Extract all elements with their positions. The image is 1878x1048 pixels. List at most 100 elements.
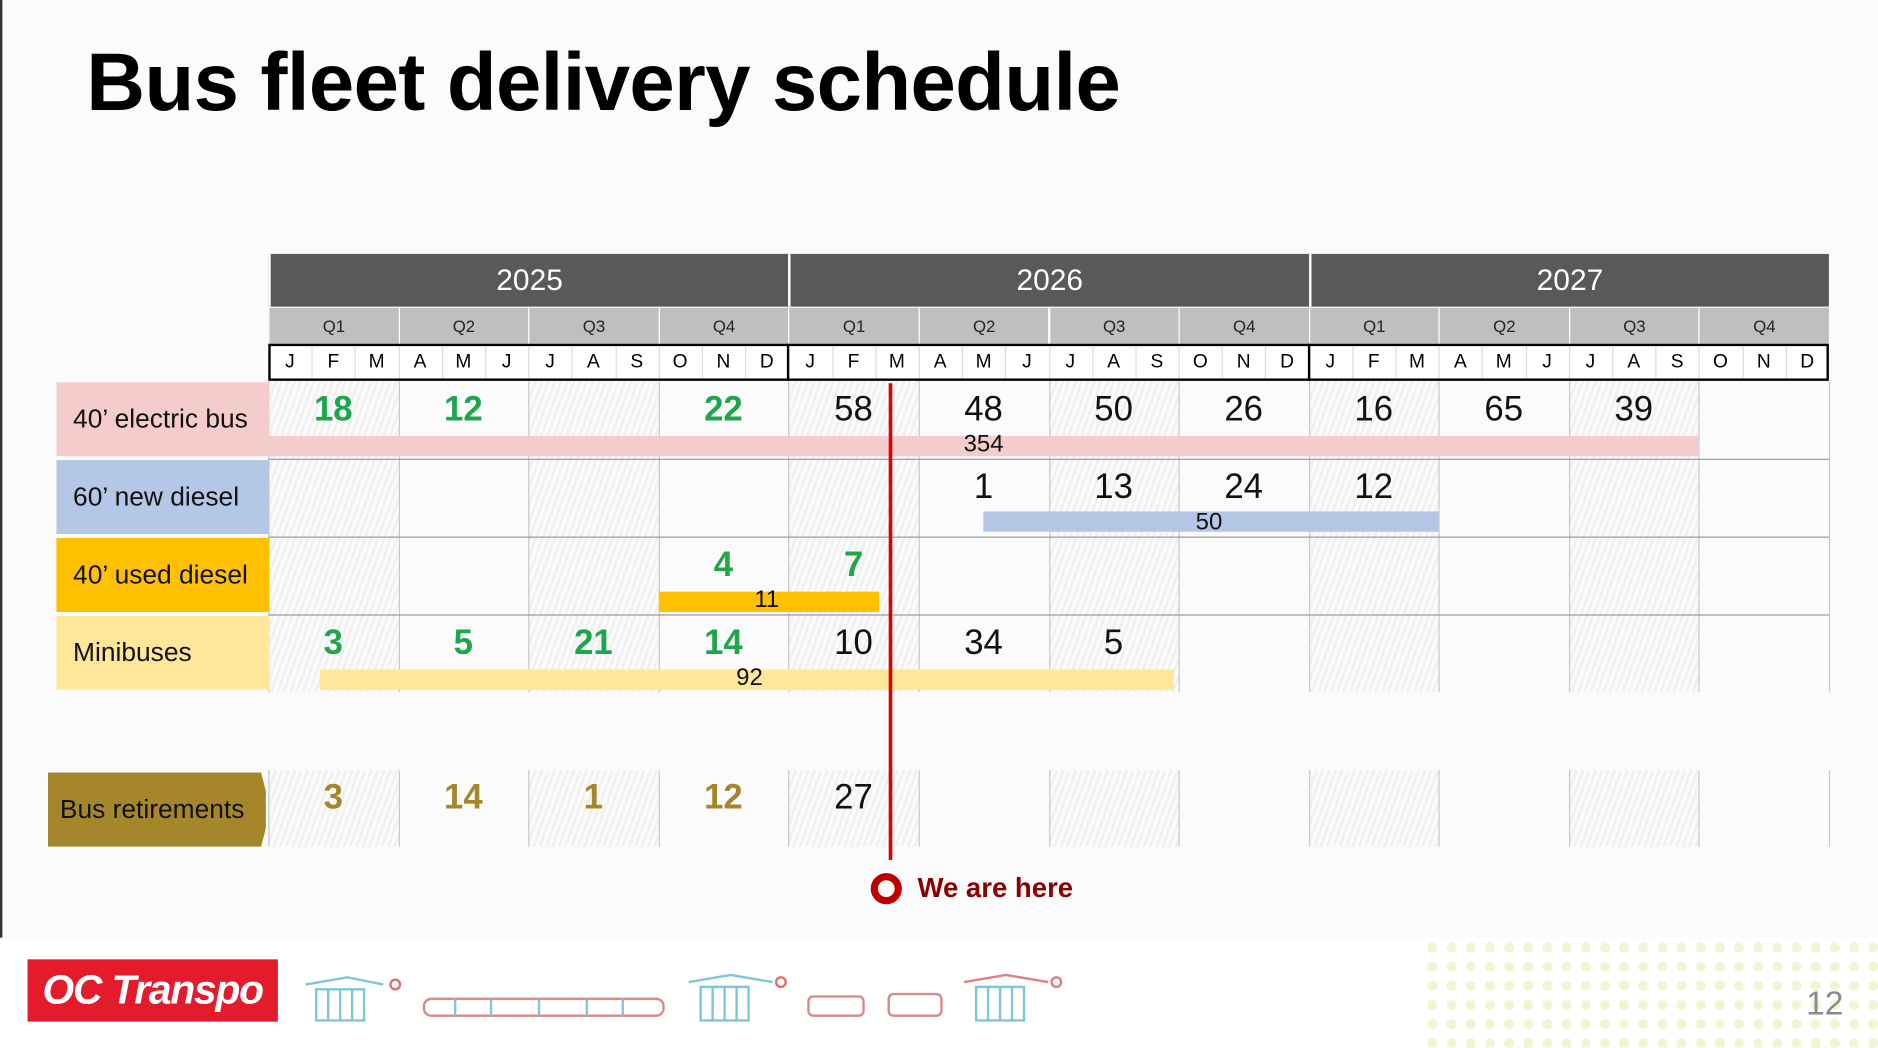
- month-divider: [1785, 346, 1787, 379]
- month-header: N: [1236, 351, 1251, 372]
- delivery-count: 14: [704, 624, 743, 663]
- quarter-header: Q3: [528, 307, 659, 344]
- month-divider: [1525, 346, 1527, 379]
- delivery-count: 27: [834, 778, 873, 817]
- delivery-count: 26: [1224, 390, 1263, 429]
- delivery-count: 48: [964, 390, 1003, 429]
- grid-line: [1828, 770, 1831, 847]
- delivery-count: 14: [444, 778, 483, 817]
- month-divider: [701, 346, 703, 379]
- year-header: 2026: [788, 253, 1309, 307]
- month-divider: [1698, 346, 1701, 379]
- month-header: J: [545, 351, 555, 372]
- month-header: F: [847, 351, 860, 372]
- month-header: D: [1280, 351, 1294, 372]
- month-header: A: [413, 351, 427, 372]
- hatched-quarter: [1048, 770, 1179, 847]
- month-divider: [398, 346, 400, 379]
- month-divider: [745, 346, 747, 379]
- month-header: M: [1409, 351, 1426, 372]
- month-header: A: [933, 351, 947, 372]
- delivery-count: 34: [964, 624, 1003, 663]
- month-header: J: [805, 351, 815, 372]
- row-divider: [268, 614, 1829, 616]
- month-header: F: [1367, 351, 1380, 372]
- month-divider: [658, 346, 660, 379]
- month-divider: [1135, 346, 1137, 379]
- month-divider: [1395, 346, 1397, 379]
- total-label: 92: [736, 664, 763, 692]
- delivery-count: 3: [323, 624, 343, 663]
- month-divider: [1048, 346, 1050, 379]
- year-header: 2025: [268, 253, 789, 307]
- quarter-header: Q1: [788, 307, 919, 344]
- total-bar: [983, 511, 1439, 532]
- transit-icons: [305, 973, 1063, 1022]
- delivery-count: 18: [313, 390, 353, 429]
- hatched-quarter: [268, 770, 399, 847]
- left-border: [0, 0, 3, 938]
- month-divider: [961, 346, 964, 379]
- grid-line: [398, 770, 400, 847]
- total-label: 11: [754, 586, 780, 614]
- month-header: M: [975, 351, 992, 372]
- year-header: 2027: [1308, 253, 1829, 307]
- month-divider: [528, 346, 530, 379]
- oc-transpo-logo: OC Transpo: [27, 959, 278, 1022]
- month-divider: [1612, 346, 1614, 379]
- grid-line: [528, 770, 530, 847]
- delivery-count: 3: [323, 778, 343, 817]
- month-header: M: [455, 351, 472, 372]
- grid-line: [1438, 770, 1440, 847]
- delivery-count: 5: [453, 624, 474, 663]
- total-label: 354: [963, 431, 1004, 458]
- delivery-count: 65: [1484, 390, 1524, 429]
- row-label: Minibuses: [56, 615, 270, 690]
- quarter-header: Q3: [1568, 307, 1699, 344]
- row-divider: [268, 458, 1829, 460]
- hatched-quarter: [1568, 770, 1699, 847]
- delivery-count: 1: [973, 468, 994, 507]
- hatched-quarter: [1308, 770, 1439, 847]
- quarter-header: Q2: [1438, 307, 1569, 344]
- month-header: A: [1454, 351, 1467, 372]
- grid-line: [1048, 770, 1050, 847]
- delivery-count: 1: [583, 778, 604, 817]
- station-icon: [688, 973, 787, 1022]
- quarter-header: Q4: [1178, 307, 1309, 344]
- month-header: J: [1065, 351, 1076, 372]
- month-header: J: [1325, 351, 1336, 372]
- total-label: 50: [1195, 509, 1223, 536]
- station-icon: [305, 976, 402, 1022]
- month-header: S: [1670, 351, 1684, 372]
- page-title: Bus fleet delivery schedule: [86, 37, 1121, 129]
- location-marker-icon: [870, 873, 902, 905]
- month-header: J: [501, 351, 512, 372]
- month-header: J: [1585, 351, 1596, 372]
- month-divider: [615, 346, 617, 379]
- month-divider: [1568, 346, 1570, 379]
- decorative-dots: [1422, 937, 1878, 1048]
- delivery-count: 50: [1094, 390, 1133, 429]
- total-bar: [320, 669, 1175, 690]
- month-divider: [831, 346, 834, 379]
- month-divider: [1438, 346, 1440, 379]
- quarter-header: Q1: [268, 307, 399, 344]
- month-divider: [1307, 343, 1310, 381]
- month-divider: [787, 343, 790, 381]
- month-header: J: [1542, 351, 1552, 372]
- month-divider: [1178, 346, 1180, 379]
- quarter-header: Q1: [1308, 307, 1439, 344]
- delivery-count: 12: [704, 778, 743, 817]
- month-divider: [875, 346, 877, 379]
- month-header: O: [1192, 351, 1208, 372]
- total-bar: [268, 435, 1699, 457]
- grid-line: [1178, 770, 1180, 847]
- month-divider: [1005, 346, 1007, 379]
- month-header: F: [327, 351, 340, 372]
- train-icon: [422, 997, 665, 1017]
- month-header: N: [1756, 351, 1771, 372]
- hatched-quarter: [788, 770, 919, 847]
- month-divider: [571, 346, 573, 379]
- delivery-count: 4: [713, 546, 734, 585]
